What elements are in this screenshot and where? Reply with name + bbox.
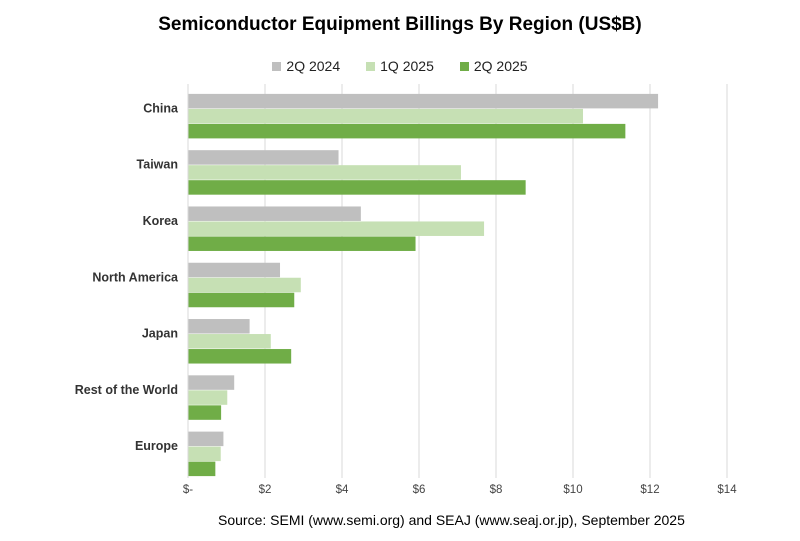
legend-swatch — [459, 61, 469, 71]
x-tick-label: $12 — [640, 484, 659, 496]
bar — [188, 236, 416, 251]
bar — [188, 375, 235, 390]
category-label: Taiwan — [137, 158, 178, 172]
bar — [188, 431, 224, 447]
bar — [188, 221, 485, 236]
x-tick-label: $8 — [490, 484, 503, 496]
category-label: North America — [92, 270, 179, 284]
bar — [188, 180, 526, 195]
bar — [188, 108, 584, 124]
bar — [188, 150, 339, 165]
bar — [188, 206, 361, 221]
legend-item-0: 2Q 2024 — [272, 58, 340, 74]
bar — [188, 277, 301, 293]
x-tick-label: $10 — [563, 484, 582, 496]
legend-label: 2Q 2024 — [286, 58, 341, 74]
x-tick-label: $4 — [336, 484, 349, 496]
x-tick-label: $- — [183, 484, 193, 496]
category-label: Rest of the World — [75, 383, 178, 397]
bar — [188, 446, 221, 462]
x-tick-label: $6 — [413, 484, 426, 496]
category-label: Europe — [135, 439, 178, 453]
chart-title: Semiconductor Equipment Billings By Regi… — [158, 14, 642, 35]
legend-swatch — [272, 61, 282, 71]
bar — [188, 319, 250, 334]
bar — [188, 461, 216, 477]
bar — [188, 262, 281, 278]
bar — [188, 292, 295, 308]
bar — [188, 123, 626, 139]
legend-label: 2Q 2025 — [473, 58, 528, 74]
x-tick-label: $2 — [259, 484, 272, 496]
bar — [188, 93, 659, 109]
legend-item-2: 2Q 2025 — [459, 58, 528, 74]
legend-swatch — [366, 61, 376, 71]
bar — [188, 334, 271, 349]
legend-label: 1Q 2025 — [380, 58, 434, 74]
category-label: China — [143, 101, 179, 115]
source-note: Source: SEMI (www.semi.org) and SEAJ (ww… — [218, 512, 685, 528]
bar — [188, 165, 461, 180]
legend-item-1: 1Q 2025 — [366, 58, 434, 74]
bar — [188, 349, 292, 364]
category-label: Korea — [143, 214, 179, 228]
x-tick-label: $14 — [717, 484, 737, 496]
category-label: Japan — [142, 327, 178, 341]
legend: 2Q 2024 1Q 2025 2Q 2025 — [0, 58, 800, 74]
bar — [188, 390, 228, 405]
bar — [188, 405, 222, 420]
